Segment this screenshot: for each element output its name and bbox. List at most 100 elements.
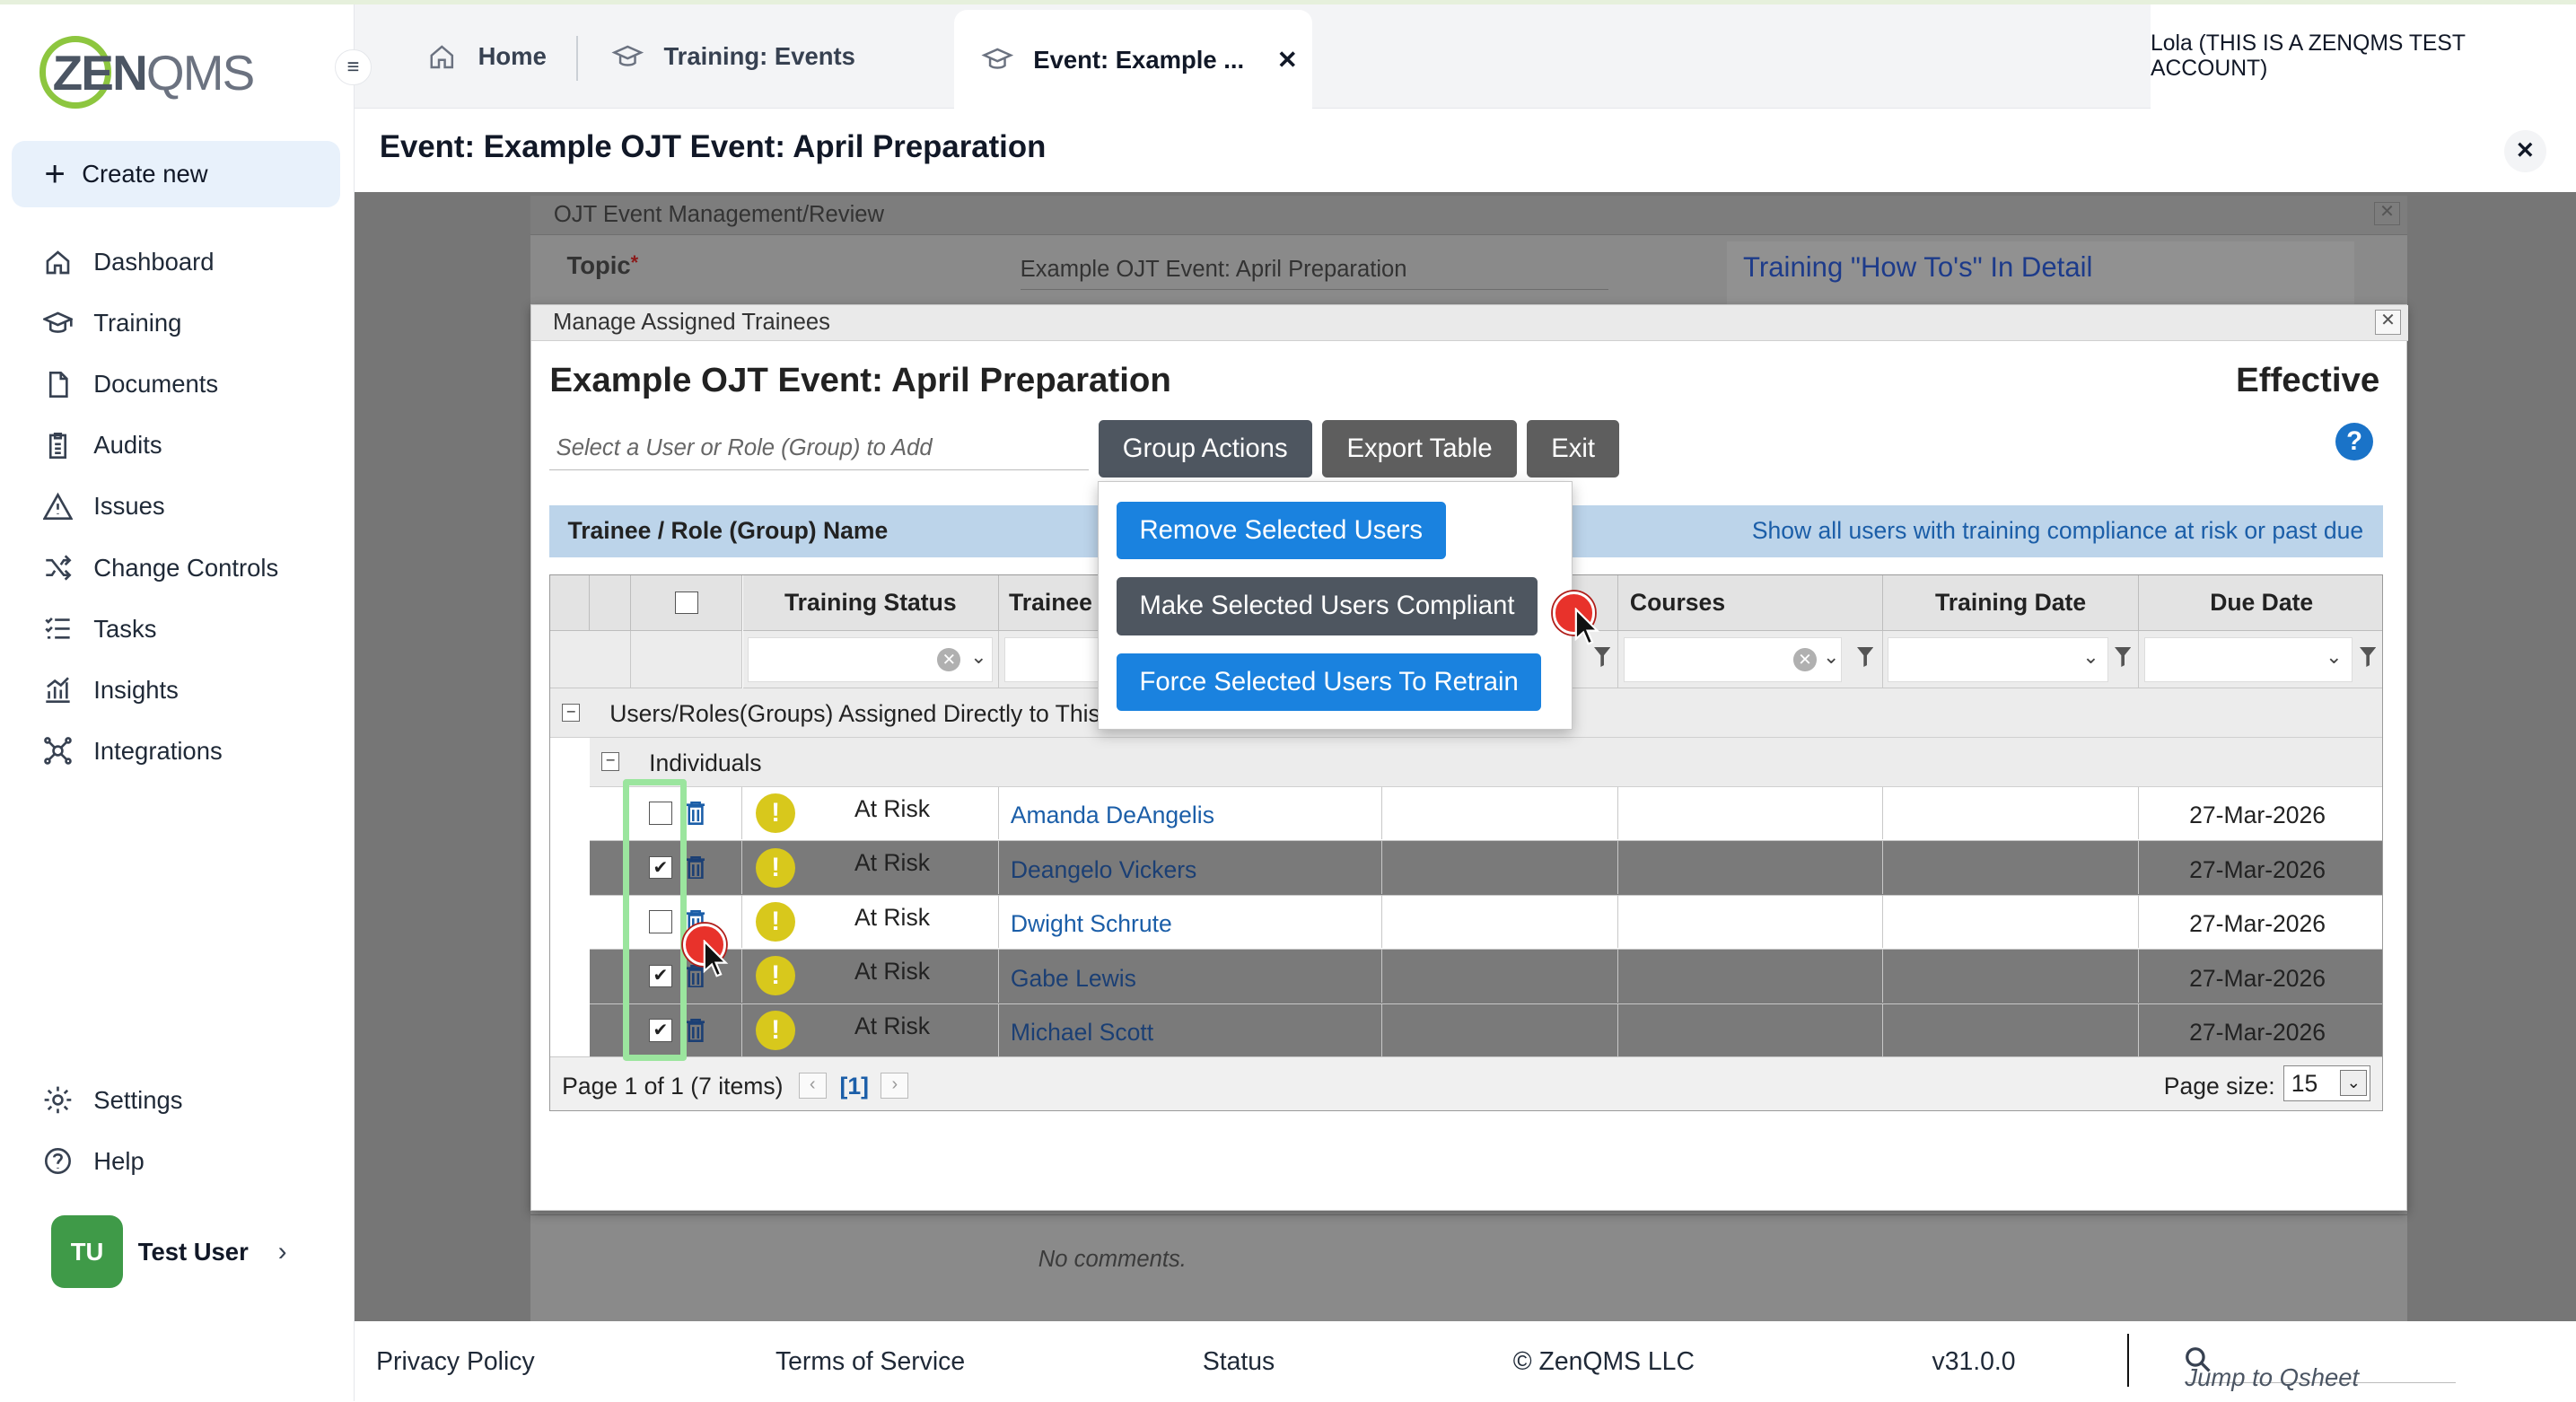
filter-funnel-icon[interactable] xyxy=(2359,647,2376,668)
select-all-checkbox[interactable] xyxy=(674,591,698,615)
sidebar-item-dashboard[interactable]: Dashboard xyxy=(0,232,355,293)
sidebar-item-integrations[interactable]: Integrations xyxy=(0,721,355,782)
chevron-down-icon[interactable]: ⌄ xyxy=(2340,1069,2367,1097)
trash-icon[interactable] xyxy=(687,802,705,825)
training-status: At Risk xyxy=(854,1012,930,1039)
sidebar-item-settings[interactable]: Settings xyxy=(0,1070,355,1131)
warning-icon: ! xyxy=(756,847,796,888)
status-filter-input[interactable]: ✕ ⌄ xyxy=(747,637,993,682)
jump-to-qsheet-input[interactable]: Jump to Qsheet xyxy=(2185,1337,2457,1391)
clear-icon[interactable]: ✕ xyxy=(1793,648,1817,671)
status-label: Effective xyxy=(2236,360,2380,399)
topic-field[interactable]: Example OJT Event: April Preparation xyxy=(1020,257,1608,290)
filter-funnel-icon[interactable] xyxy=(2114,647,2132,668)
exit-button[interactable]: Exit xyxy=(1527,419,1619,478)
table-row[interactable]: ! At Risk Amanda DeAngelis 27-Mar-2026 xyxy=(590,786,2383,842)
user-menu[interactable]: TU Test User › xyxy=(50,1215,286,1289)
close-page-button[interactable]: ✕ xyxy=(2503,129,2547,173)
sidebar: ZENQMS + Create new Dashboard Training D… xyxy=(0,4,355,1402)
howto-link[interactable]: Training "How To's" In Detail xyxy=(1726,241,2354,308)
trainee-name-link[interactable]: Deangelo Vickers xyxy=(1010,855,1197,883)
mouse-cursor-icon xyxy=(704,939,729,977)
sidebar-item-label: Documents xyxy=(93,370,219,399)
prev-page-button[interactable]: ‹ xyxy=(798,1072,827,1099)
tab-home[interactable]: Home xyxy=(425,4,547,108)
document-icon xyxy=(48,371,68,398)
footer-divider xyxy=(2127,1334,2130,1387)
page-size-select[interactable]: 15 ⌄ xyxy=(2283,1065,2371,1102)
row-checkbox[interactable] xyxy=(649,910,672,933)
sidebar-item-label: Integrations xyxy=(93,736,223,765)
page-size-value: 15 xyxy=(2291,1069,2318,1097)
trash-icon[interactable] xyxy=(687,1018,705,1042)
close-icon[interactable]: ✕ xyxy=(2374,310,2402,335)
trainee-name-link[interactable]: Amanda DeAngelis xyxy=(1010,802,1214,829)
sidebar-item-tasks[interactable]: Tasks xyxy=(0,599,355,660)
tab-bar: Home Training: Events Event: Example ...… xyxy=(355,4,2576,110)
sidebar-item-insights[interactable]: Insights xyxy=(0,660,355,721)
due-date-filter-input[interactable]: ⌄ xyxy=(2143,637,2353,682)
sidebar-item-training[interactable]: Training xyxy=(0,293,355,354)
clipboard-icon xyxy=(48,432,66,459)
sidebar-item-documents[interactable]: Documents xyxy=(0,354,355,415)
chevron-down-icon[interactable]: ⌄ xyxy=(2326,644,2343,668)
clear-icon[interactable]: ✕ xyxy=(937,648,961,671)
sidebar-item-audits[interactable]: Audits xyxy=(0,415,355,476)
status-link[interactable]: Status xyxy=(1202,1346,1275,1376)
courses-cell xyxy=(1618,786,1883,840)
next-page-button[interactable]: › xyxy=(881,1072,909,1099)
zenqms-logo[interactable]: ZENQMS xyxy=(39,31,255,114)
create-new-button[interactable]: + Create new xyxy=(11,141,340,207)
row-checkbox[interactable] xyxy=(649,802,672,825)
logo-text-bold: ZEN xyxy=(52,44,148,101)
trash-icon[interactable] xyxy=(687,855,705,880)
show-at-risk-link[interactable]: Show all users with training compliance … xyxy=(1751,516,2364,544)
table-row[interactable]: ✔ ! At Risk Gabe Lewis 27-Mar-2026 xyxy=(590,950,2383,1004)
account-name[interactable]: Lola (THIS IS A ZENQMS TEST ACCOUNT) xyxy=(2150,4,2576,109)
close-icon[interactable]: ✕ xyxy=(2373,202,2401,225)
column-header-courses[interactable]: Courses xyxy=(1618,574,1883,631)
trainee-name-link[interactable]: Gabe Lewis xyxy=(1010,964,1136,992)
group-actions-button[interactable]: Group Actions xyxy=(1098,419,1312,478)
sidebar-item-issues[interactable]: Issues xyxy=(0,476,355,537)
column-header-due-date[interactable]: Due Date xyxy=(2139,574,2383,631)
chevron-down-icon[interactable]: ⌄ xyxy=(970,644,987,668)
trainee-name-link[interactable]: Dwight Schrute xyxy=(1010,910,1172,938)
row-checkbox-checked[interactable]: ✔ xyxy=(649,964,672,988)
column-header-training-date[interactable]: Training Date xyxy=(1882,574,2140,631)
courses-filter-input[interactable]: ✕ ⌄ xyxy=(1623,637,1843,682)
collapse-sidebar-button[interactable]: ≡ xyxy=(335,48,372,86)
filter-funnel-icon[interactable] xyxy=(1856,647,1873,668)
training-date-filter-input[interactable]: ⌄ xyxy=(1888,637,2108,682)
chevron-down-icon[interactable]: ⌄ xyxy=(2082,644,2099,668)
collapse-icon[interactable]: − xyxy=(601,752,620,771)
row-checkbox-checked[interactable]: ✔ xyxy=(649,1018,672,1042)
terms-of-service-link[interactable]: Terms of Service xyxy=(775,1346,966,1376)
chevron-down-icon[interactable]: ⌄ xyxy=(1823,644,1840,668)
trash-icon[interactable] xyxy=(687,964,705,988)
sidebar-item-help[interactable]: Help xyxy=(0,1131,355,1192)
row-checkbox-checked[interactable]: ✔ xyxy=(649,855,672,880)
sidebar-item-label: Issues xyxy=(93,492,165,521)
help-icon[interactable]: ? xyxy=(2335,423,2374,461)
trainee-name-link[interactable]: Michael Scott xyxy=(1010,1018,1154,1046)
menu-item-force-retrain[interactable]: Force Selected Users To Retrain xyxy=(1116,653,1542,711)
table-row[interactable]: ✔ ! At Risk Deangelo Vickers 27-Mar-2026 xyxy=(590,841,2383,896)
menu-item-remove-users[interactable]: Remove Selected Users xyxy=(1116,502,1446,560)
tab-event-active[interactable]: Event: Example ... ✕ xyxy=(954,9,1313,110)
collapse-icon[interactable]: − xyxy=(562,703,581,722)
menu-item-make-compliant[interactable]: Make Selected Users Compliant xyxy=(1116,577,1538,635)
close-tab-icon[interactable]: ✕ xyxy=(1276,45,1298,74)
filter-funnel-icon[interactable] xyxy=(1593,647,1610,668)
sidebar-item-change-controls[interactable]: Change Controls xyxy=(0,537,355,598)
privacy-policy-link[interactable]: Privacy Policy xyxy=(376,1346,535,1376)
column-header-training-status[interactable]: Training Status xyxy=(742,574,1000,631)
table-row[interactable]: ! At Risk Dwight Schrute 27-Mar-2026 xyxy=(590,895,2383,951)
page-number[interactable]: [1] xyxy=(839,1072,869,1100)
page-title: Event: Example OJT Event: April Preparat… xyxy=(379,129,1047,164)
table-row[interactable]: ✔ ! At Risk Michael Scott 27-Mar-2026 xyxy=(590,1003,2383,1058)
user-role-search-input[interactable] xyxy=(549,426,1089,471)
export-table-button[interactable]: Export Table xyxy=(1321,419,1518,478)
tab-training-events[interactable]: Training: Events xyxy=(611,4,855,108)
